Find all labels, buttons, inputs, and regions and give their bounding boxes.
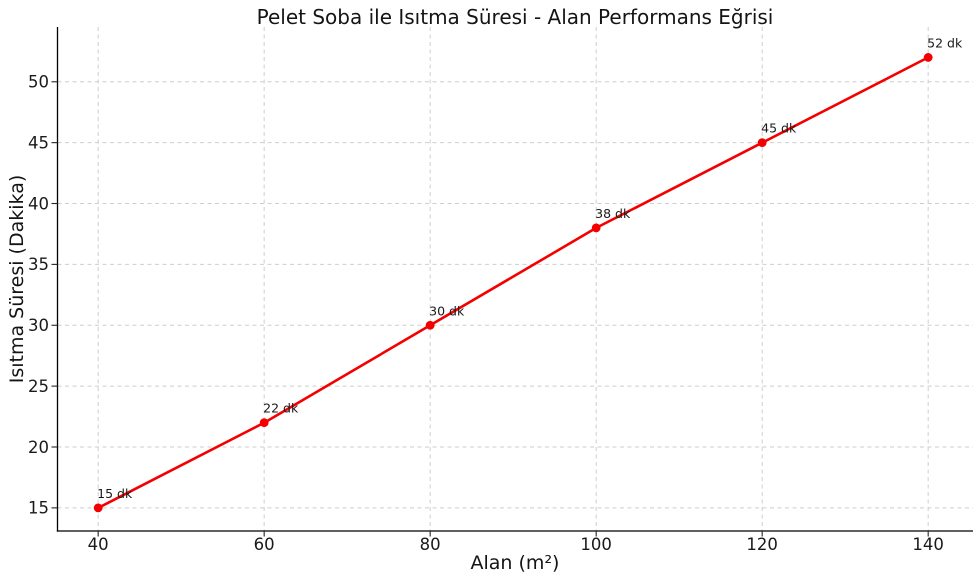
point-annotation: 30 dk <box>429 303 465 318</box>
point-annotation: 52 dk <box>927 35 963 50</box>
x-tick-label: 120 <box>746 535 778 554</box>
y-tick-label: 30 <box>28 316 49 335</box>
chart-title: Pelet Soba ile Isıtma Süresi - Alan Perf… <box>256 5 774 29</box>
y-tick-label: 50 <box>28 73 49 92</box>
data-point-marker <box>425 320 435 330</box>
y-tick-label: 15 <box>28 499 49 518</box>
data-point-marker <box>259 418 269 428</box>
x-axis-label: Alan (m²) <box>470 552 560 574</box>
x-tick-label: 80 <box>420 535 441 554</box>
y-tick-label: 35 <box>28 255 49 274</box>
data-point-marker <box>591 223 601 233</box>
point-annotation: 38 dk <box>595 206 631 221</box>
point-annotation: 45 dk <box>761 121 797 136</box>
point-annotation: 15 dk <box>97 486 133 501</box>
y-tick-label: 20 <box>28 438 49 457</box>
data-point-marker <box>93 503 103 513</box>
y-tick-label: 25 <box>28 377 49 396</box>
series-line <box>96 56 930 510</box>
x-tick-label: 40 <box>88 535 109 554</box>
x-tick-label: 140 <box>912 535 944 554</box>
x-tick-label: 60 <box>254 535 275 554</box>
x-tick-label: 100 <box>580 535 612 554</box>
data-point-marker <box>757 138 767 148</box>
y-tick-label: 45 <box>28 133 49 152</box>
y-tick-label: 40 <box>28 194 49 213</box>
point-annotation: 22 dk <box>263 401 299 416</box>
data-point-marker <box>923 53 933 62</box>
